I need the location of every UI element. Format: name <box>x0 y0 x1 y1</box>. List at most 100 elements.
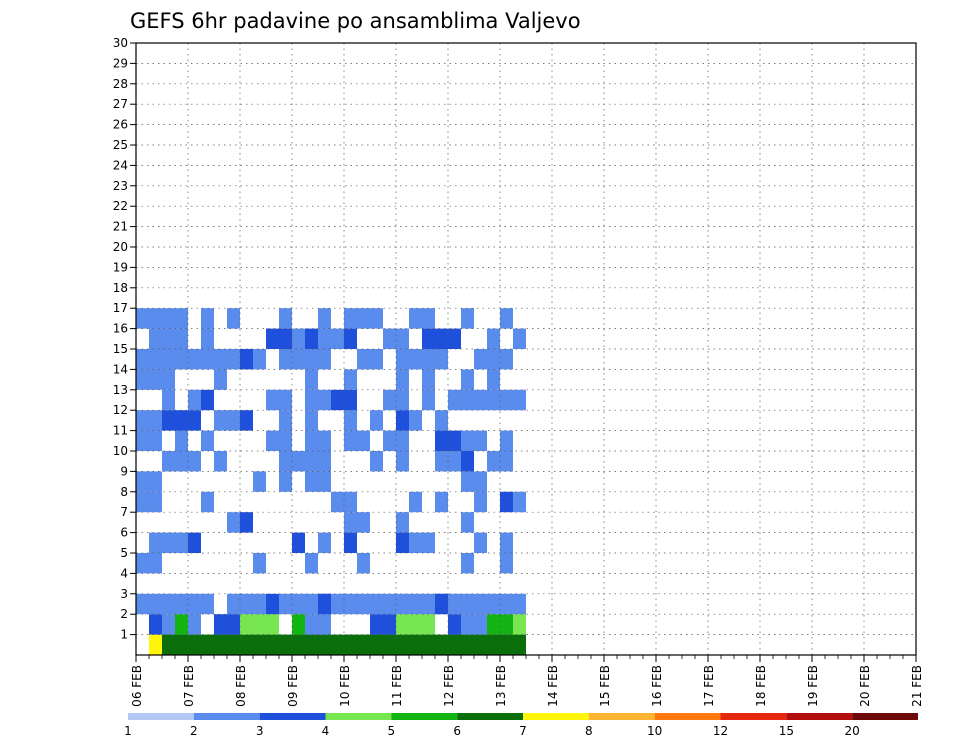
heat-cell <box>370 410 383 431</box>
heat-cell <box>266 593 279 615</box>
heat-cell <box>214 369 227 390</box>
heat-cell <box>253 614 266 635</box>
heat-cell <box>136 491 149 513</box>
heat-cell <box>357 512 370 533</box>
heat-cell <box>487 634 500 655</box>
heat-cell <box>344 491 357 513</box>
legend-label: 5 <box>388 724 396 738</box>
heat-cell <box>396 349 409 370</box>
heat-cell <box>344 389 357 411</box>
chart-title: GEFS 6hr padavine po ansamblima Valjevo <box>130 9 581 33</box>
heat-cell <box>344 634 357 655</box>
heat-cell <box>487 328 500 349</box>
heat-cell <box>188 349 201 370</box>
heat-cell <box>279 430 292 451</box>
y-tick-label: 22 <box>113 199 128 213</box>
y-tick-label: 21 <box>113 220 128 234</box>
heat-cell <box>357 634 370 655</box>
y-tick-label: 10 <box>113 444 128 458</box>
x-tick-label: 11 FEB <box>390 665 404 707</box>
y-tick-label: 15 <box>113 342 128 356</box>
heat-cell <box>461 553 474 574</box>
heat-cell <box>175 308 188 329</box>
legend-label: 4 <box>322 724 330 738</box>
y-tick-label: 9 <box>120 464 128 478</box>
y-tick-label: 11 <box>113 424 128 438</box>
heat-cell <box>448 614 461 635</box>
y-tick-label: 18 <box>113 281 128 295</box>
heat-cell <box>305 634 318 655</box>
heat-cell <box>305 328 318 349</box>
legend-swatch <box>259 713 326 720</box>
x-tick-label: 07 FEB <box>182 665 196 707</box>
heat-cell <box>279 308 292 329</box>
heat-cell <box>500 308 513 329</box>
heat-cell <box>240 634 253 655</box>
heat-cell <box>162 349 175 370</box>
heat-cell <box>318 614 331 635</box>
heat-cell <box>201 634 214 655</box>
heat-cell <box>149 430 162 451</box>
heat-cell <box>292 451 305 472</box>
heat-cell <box>513 328 526 349</box>
heat-cell <box>344 308 357 329</box>
legend-label: 10 <box>647 724 662 738</box>
heat-cell <box>279 349 292 370</box>
heat-cell <box>500 349 513 370</box>
heat-cell <box>162 328 175 349</box>
heat-cell <box>500 389 513 411</box>
heat-cell <box>435 410 448 431</box>
heat-cell <box>487 349 500 370</box>
heat-cell <box>474 389 487 411</box>
heat-cell <box>370 349 383 370</box>
heat-cell <box>136 308 149 329</box>
heat-cell <box>331 491 344 513</box>
legend-label: 7 <box>519 724 527 738</box>
heat-cell <box>370 634 383 655</box>
heat-cell <box>331 634 344 655</box>
heat-cell <box>461 593 474 615</box>
heat-cell <box>370 308 383 329</box>
heat-cell <box>409 308 422 329</box>
heat-cell <box>461 471 474 492</box>
heat-cell <box>461 369 474 390</box>
heat-cell <box>201 491 214 513</box>
heat-cell <box>513 614 526 635</box>
heat-cell <box>461 614 474 635</box>
heat-cell <box>305 369 318 390</box>
heat-cell <box>279 389 292 411</box>
heat-cell <box>409 410 422 431</box>
cells-layer <box>136 308 526 655</box>
heat-cell <box>383 328 396 349</box>
heat-cell <box>396 532 409 553</box>
x-tick-label: 19 FEB <box>806 665 820 707</box>
heat-cell <box>383 430 396 451</box>
y-axis: 1234567891011121314151617181920212223242… <box>113 36 136 642</box>
heat-cell <box>357 593 370 615</box>
heat-cell <box>136 553 149 574</box>
heat-cell <box>227 634 240 655</box>
heat-cell <box>266 430 279 451</box>
y-tick-label: 14 <box>113 362 128 376</box>
legend-label: 1 <box>124 724 132 738</box>
heat-cell <box>214 451 227 472</box>
heat-cell <box>487 614 500 635</box>
heat-cell <box>474 634 487 655</box>
heat-cell <box>266 389 279 411</box>
heat-cell <box>487 369 500 390</box>
heat-cell <box>435 634 448 655</box>
heat-cell <box>266 614 279 635</box>
heat-cell <box>136 593 149 615</box>
heat-cell <box>344 532 357 553</box>
heat-cell <box>461 389 474 411</box>
x-tick-label: 21 FEB <box>910 665 924 707</box>
legend-swatch <box>786 713 853 720</box>
heat-cell <box>435 451 448 472</box>
heat-cell <box>279 328 292 349</box>
heat-cell <box>279 471 292 492</box>
heat-cell <box>487 451 500 472</box>
heat-cell <box>162 451 175 472</box>
heat-cell <box>500 553 513 574</box>
legend-swatch <box>391 713 458 720</box>
heat-cell <box>318 451 331 472</box>
